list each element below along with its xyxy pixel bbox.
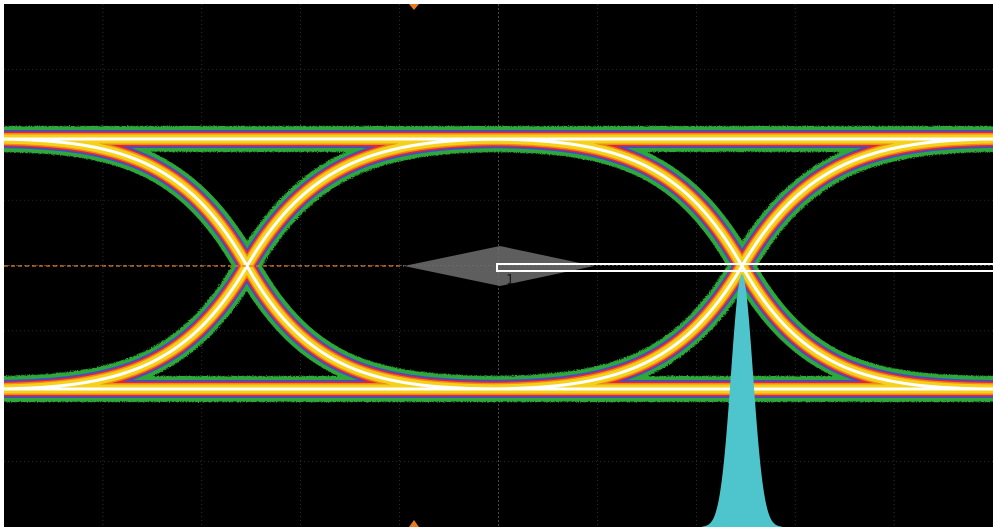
eye-diagram-display[interactable]: 1	[4, 4, 993, 527]
eye-trace-segment	[481, 137, 993, 391]
mask-marker-label: 1	[506, 273, 514, 288]
jitter-histogram	[702, 274, 782, 527]
trigger-position-bottom-icon[interactable]	[409, 520, 419, 527]
eye-diagram-canvas: 1	[4, 4, 993, 527]
eye-trace	[4, 126, 993, 402]
eye-trace-segment	[4, 137, 508, 391]
eye-trace-core	[4, 137, 993, 391]
trigger-position-top-icon[interactable]	[409, 4, 419, 10]
eye-mask-region[interactable]	[404, 246, 594, 286]
histogram-window-box[interactable]	[496, 263, 993, 272]
